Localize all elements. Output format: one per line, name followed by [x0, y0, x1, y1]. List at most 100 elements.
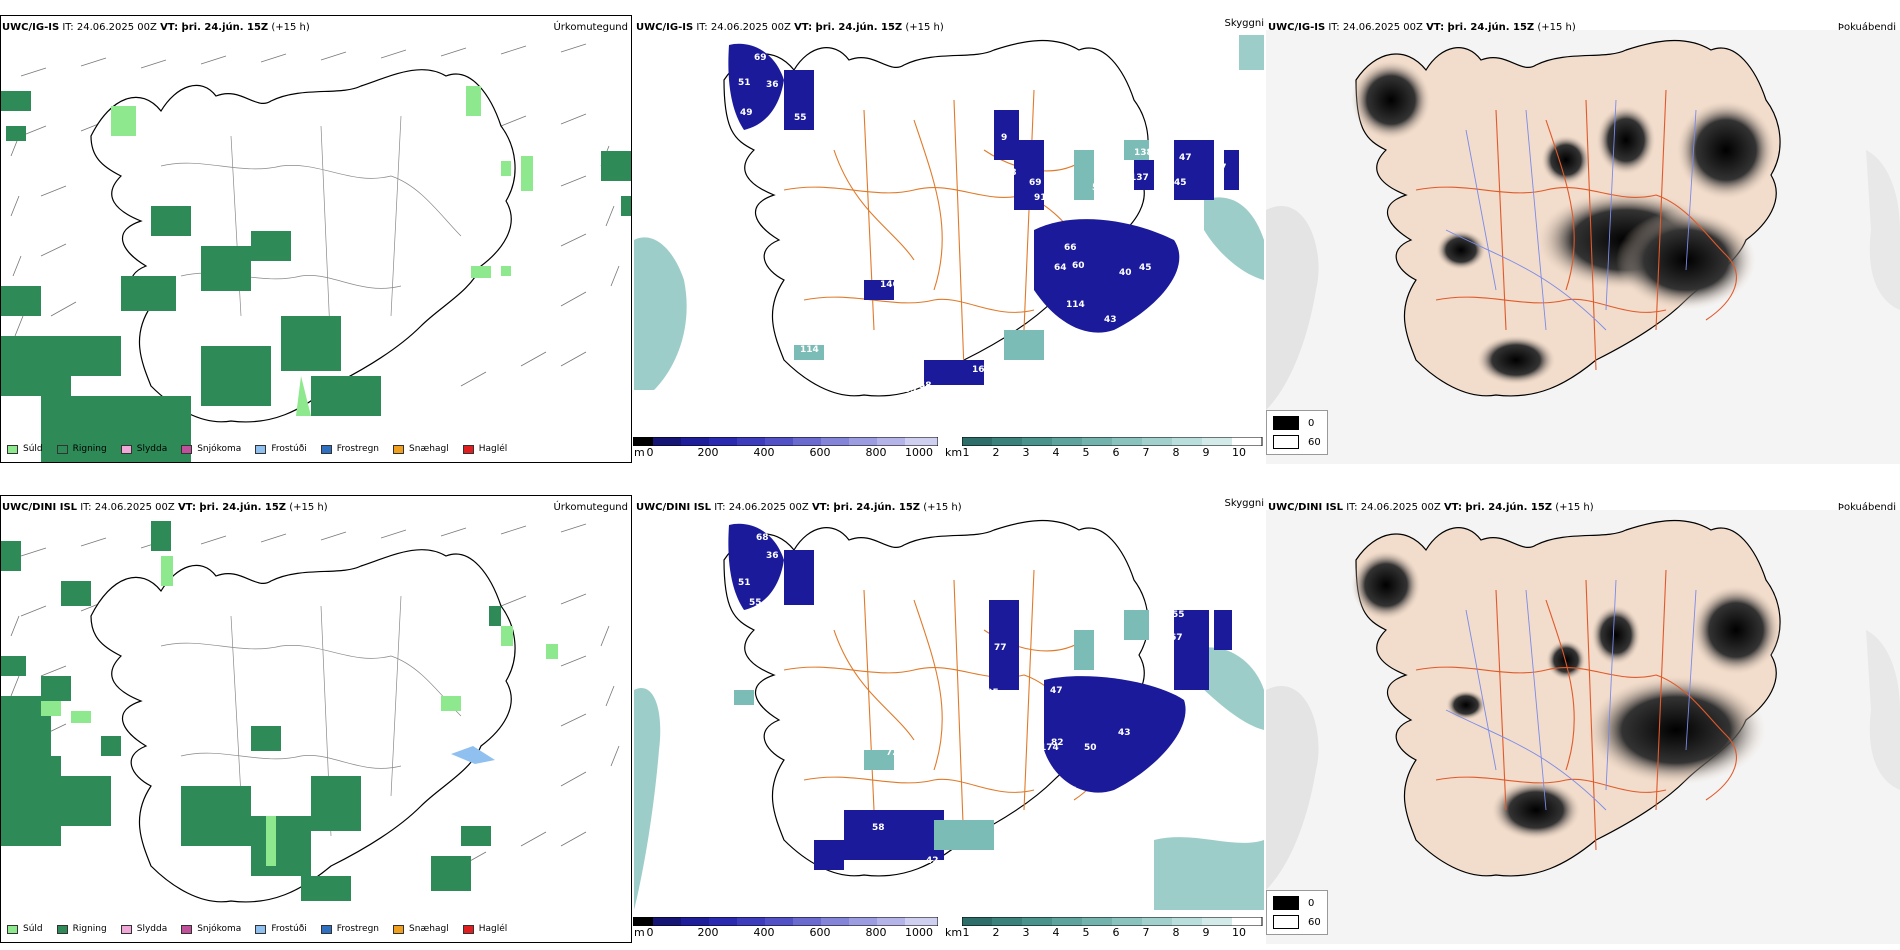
precip-panel-title-1: UWC/IG-IS IT: 24.06.2025 00Z VT: þri. 24…: [2, 22, 310, 33]
cloud-base-colorbar-2: m 0 200 400 600 800 1000: [633, 917, 938, 941]
visibility-tick: 2: [992, 446, 1000, 459]
fog-indicator-map-1: 0 60: [1266, 30, 1900, 464]
visibility-unit: km: [945, 926, 963, 939]
cloud-base-unit: m: [634, 446, 645, 459]
visibility-tick: 6: [1112, 926, 1120, 939]
svg-text:146: 146: [880, 280, 899, 290]
svg-text:60: 60: [818, 593, 831, 603]
svg-text:40: 40: [1119, 268, 1132, 278]
cloud-base-tick: 1000: [905, 446, 933, 459]
legend-item-drizzle: Súld: [7, 924, 43, 934]
legend-item-snow-pellets: Snæhagl: [393, 924, 449, 934]
svg-text:77: 77: [994, 643, 1007, 653]
cloud-base-tick: 800: [865, 446, 887, 459]
legend-item-freezing-rain: Frostregn: [320, 444, 379, 454]
svg-text:63: 63: [1030, 706, 1043, 716]
legend-item-snow: Snjókoma: [181, 444, 241, 454]
fog-legend-1: 0 60: [1266, 410, 1328, 455]
svg-text:65: 65: [999, 718, 1012, 728]
svg-text:137: 137: [1130, 173, 1149, 183]
cloud-visibility-map-1: 69 51 36 49 55 9 98 69 91 55 138 137 47 57 45 67 66…: [634, 30, 1264, 435]
fog-map-svg: [1266, 520, 1900, 890]
svg-text:55: 55: [749, 598, 762, 608]
svg-text:39: 39: [704, 710, 717, 720]
svg-text:42: 42: [926, 856, 939, 866]
svg-text:57: 57: [1162, 163, 1175, 173]
visibility-panel-label-1: Skyggni: [1224, 18, 1264, 29]
cloud-base-labels: 68 36 51 55 60 77 105 65 47 63 55 67 144 82 50 43 1…: [704, 533, 1185, 866]
row-1: Súld Rigning Slydda Snjókoma Frostúði Fr…: [0, 0, 1900, 470]
precip-panel-label-1: Úrkomutegund: [553, 22, 628, 33]
precip-type-map-1: Súld Rigning Slydda Snjókoma Frostúði Fr…: [0, 15, 632, 463]
fog-legend-high: 60: [1273, 915, 1321, 929]
svg-text:43: 43: [1104, 315, 1117, 325]
visibility-tick: 10: [1232, 926, 1246, 939]
visibility-tick: 4: [1052, 446, 1060, 459]
visibility-tick: 5: [1082, 446, 1090, 459]
precip-type-map-2: Súld Rigning Slydda Snjókoma Frostúði Fr…: [0, 495, 632, 943]
visibility-unit: km: [945, 446, 963, 459]
visibility-tick: 10: [1232, 446, 1246, 459]
precip-map-svg: [1, 43, 631, 462]
fog-legend-low: 0: [1273, 896, 1321, 910]
cloud-map-svg: 69 51 36 49 55 9 98 69 91 55 138 137 47 57 45 67 66…: [634, 35, 1264, 397]
visibility-tick: 4: [1052, 926, 1060, 939]
precip-legend-2: Súld Rigning Slydda Snjókoma Frostúði Fr…: [7, 924, 521, 934]
visibility-tick: 8: [1172, 446, 1180, 459]
svg-text:47: 47: [1104, 793, 1117, 803]
precip-panel-label-2: Úrkomutegund: [553, 502, 628, 513]
visibility-tick: 8: [1172, 926, 1180, 939]
visibility-panel-label-2: Skyggni: [1224, 498, 1264, 509]
visibility-tick: 1: [962, 446, 970, 459]
cloud-visibility-map-2: 68 36 51 55 60 77 105 65 47 63 55 67 144 82 50 43 1…: [634, 510, 1264, 915]
precip-map-svg: [1, 521, 620, 903]
svg-text:69: 69: [904, 385, 917, 395]
svg-text:45: 45: [1174, 178, 1187, 188]
svg-text:91: 91: [1034, 193, 1047, 203]
svg-text:138: 138: [1134, 148, 1153, 158]
visibility-colorbar-2: km 1 2 3 4 5 6 7 8 9 10: [944, 917, 1264, 941]
fog-indicator-map-2: 0 60: [1266, 510, 1900, 944]
legend-item-sleet: Slydda: [120, 924, 167, 934]
svg-text:144: 144: [1116, 668, 1135, 678]
cloud-base-tick: 0: [646, 926, 654, 939]
legend-item-rain: Rigning: [56, 924, 107, 934]
svg-text:68: 68: [756, 533, 769, 543]
visibility-tick: 7: [1142, 926, 1150, 939]
cloud-panel-title-2: UWC/DINI ISL IT: 24.06.2025 00Z VT: þri.…: [636, 502, 962, 513]
svg-text:58: 58: [919, 381, 932, 391]
cloud-base-colorbar-1: m 0 200 400 600 800 1000: [633, 437, 938, 461]
visibility-tick: 9: [1202, 446, 1210, 459]
svg-text:51: 51: [738, 78, 751, 88]
visibility-tick: 3: [1022, 926, 1030, 939]
svg-text:114: 114: [1066, 300, 1085, 310]
cloud-base-tick: 600: [809, 446, 831, 459]
svg-text:174: 174: [1040, 743, 1059, 753]
precip-legend-1: Súld Rigning Slydda Snjókoma Frostúði Fr…: [7, 444, 521, 454]
svg-text:67: 67: [1170, 633, 1183, 643]
cloud-base-tick: 600: [809, 926, 831, 939]
svg-text:67: 67: [1214, 163, 1227, 173]
svg-text:65: 65: [1064, 843, 1077, 853]
svg-text:55: 55: [1092, 183, 1105, 193]
visibility-colorbar-1: km 1 2 3 4 5 6 7 8 9 10: [944, 437, 1264, 461]
svg-text:98: 98: [1004, 168, 1017, 178]
cloud-base-tick: 1000: [905, 926, 933, 939]
fog-panel-label-1: Þokuábendi: [1837, 22, 1896, 33]
precip-panel-title-2: UWC/DINI ISL IT: 24.06.2025 00Z VT: þri.…: [2, 502, 328, 513]
svg-text:96: 96: [1064, 786, 1077, 796]
svg-text:64: 64: [1054, 263, 1067, 273]
legend-item-freezing-drizzle: Frostúði: [255, 444, 307, 454]
visibility-tick: 6: [1112, 446, 1120, 459]
cloud-base-tick: 400: [753, 926, 775, 939]
legend-item-sleet: Slydda: [120, 444, 167, 454]
cloud-map-svg: 68 36 51 55 60 77 105 65 47 63 55 67 144 82 50 43 1…: [634, 520, 1264, 910]
svg-text:47: 47: [1179, 153, 1192, 163]
svg-text:47: 47: [1050, 686, 1063, 696]
cloud-base-labels: 69 51 36 49 55 9 98 69 91 55 138 137 47 57 45 67 66…: [738, 53, 1227, 395]
svg-text:43: 43: [1118, 728, 1131, 738]
visibility-tick: 2: [992, 926, 1000, 939]
svg-text:82: 82: [1051, 738, 1064, 748]
visibility-tick: 1: [962, 926, 970, 939]
fog-legend-high: 60: [1273, 435, 1321, 449]
